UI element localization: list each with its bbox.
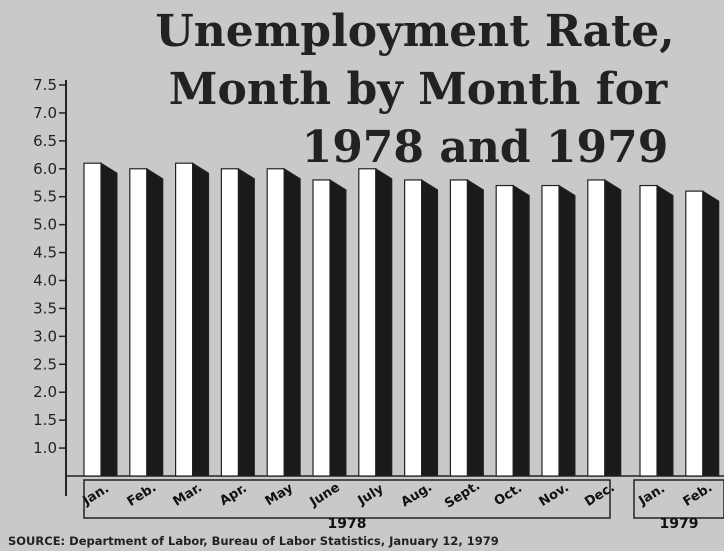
y-tick-label: 3.0 — [33, 327, 57, 345]
x-tick-label: Jan. — [636, 481, 668, 509]
bar-1978-july — [358, 167, 393, 477]
x-tick-label: Nov. — [537, 480, 572, 510]
x-axis-labels: Jan. Feb. Mar. Apr. May June July Aug. Sept. Oct.… — [80, 478, 724, 532]
y-tick-label: 4.0 — [33, 272, 57, 290]
year-band-1979 — [633, 479, 724, 519]
bar-face — [266, 168, 285, 477]
x-tick-label: Sept. — [442, 478, 483, 511]
bar-1979-jan — [639, 184, 674, 477]
bar-face — [220, 168, 239, 477]
bar-1978-mar — [175, 162, 210, 477]
x-tick-label: Feb. — [125, 480, 160, 509]
bar-face — [685, 190, 704, 477]
bar-face — [129, 168, 148, 477]
bar-side — [466, 179, 484, 477]
bar-face — [587, 179, 606, 477]
bar-face — [495, 184, 514, 477]
bar-side — [329, 179, 347, 477]
title-line-3: 1978 and 1979 — [302, 122, 669, 173]
bar-1978-sept — [449, 179, 484, 477]
bar-side — [604, 179, 622, 477]
bar-side — [558, 184, 576, 477]
bar-side — [192, 162, 210, 477]
y-tick-label: 2.0 — [33, 383, 57, 401]
bar-face — [175, 162, 194, 477]
bar-side — [702, 190, 720, 477]
x-tick-label: Dec. — [582, 480, 617, 510]
x-tick-label: Aug. — [399, 480, 435, 511]
bar-side — [283, 167, 301, 477]
x-tick-label: July — [355, 481, 387, 509]
title-line-1: Unemployment Rate, — [155, 6, 674, 57]
x-tick-label: Mar. — [171, 480, 205, 509]
year-label-1978: 1978 — [328, 516, 367, 532]
y-tick-label: 4.5 — [33, 244, 57, 262]
y-tick-label: 7.0 — [33, 104, 57, 122]
bar-face — [83, 162, 102, 477]
bar-face — [312, 179, 331, 477]
title-line-2: Month by Month for — [169, 64, 668, 115]
bar-1978-oct — [495, 184, 530, 477]
x-tick-label: Apr. — [217, 481, 249, 509]
year-band-1978 — [83, 479, 611, 519]
y-tick-label: 5.0 — [33, 216, 57, 234]
bar-1978-may — [266, 167, 301, 477]
y-tick-label: 6.5 — [33, 132, 57, 150]
bar-face — [639, 184, 658, 477]
y-tick-label: 7.5 — [33, 76, 57, 94]
y-tick-label: 3.5 — [33, 299, 57, 317]
bar-side — [421, 179, 439, 477]
bar-side — [512, 184, 530, 477]
year-label-1979: 1979 — [660, 516, 699, 532]
bar-1978-apr — [220, 167, 255, 477]
bar-1978-june — [312, 179, 347, 477]
bar-face — [541, 184, 560, 477]
bar-face — [358, 168, 377, 477]
bar-side — [146, 167, 164, 477]
bar-side — [375, 167, 393, 477]
y-tick-label: 2.5 — [33, 355, 57, 373]
bar-1978-jan — [83, 162, 118, 477]
bar-face — [449, 179, 468, 477]
source-note: SOURCE: Department of Labor, Bureau of L… — [8, 534, 499, 548]
bar-1978-nov — [541, 184, 576, 477]
x-tick-label: Feb. — [681, 480, 716, 509]
chart-title: Unemployment Rate, Month by Month for 19… — [155, 6, 674, 173]
x-tick-label: May — [263, 481, 297, 510]
bar-side — [100, 162, 118, 477]
y-tick-label: 1.5 — [33, 411, 57, 429]
y-tick-label: 6.0 — [33, 160, 57, 178]
bar-1978-aug — [404, 179, 439, 477]
y-tick-label: 1.0 — [33, 439, 57, 457]
bar-1978-feb — [129, 167, 164, 477]
bar-side — [237, 167, 255, 477]
x-tick-label: Oct. — [492, 481, 525, 510]
bar-series — [83, 162, 720, 477]
bar-1979-feb — [685, 190, 720, 477]
bar-face — [404, 179, 423, 477]
x-tick-label: June — [307, 480, 343, 510]
bar-side — [656, 184, 674, 477]
y-axis: 7.5 7.0 6.5 6.0 5.5 5.0 4.5 4.0 3.5 3.0 2.5 2.0 1.5 1… — [33, 76, 724, 496]
y-tick-label: 5.5 — [33, 188, 57, 206]
bar-1978-dec — [587, 179, 622, 477]
